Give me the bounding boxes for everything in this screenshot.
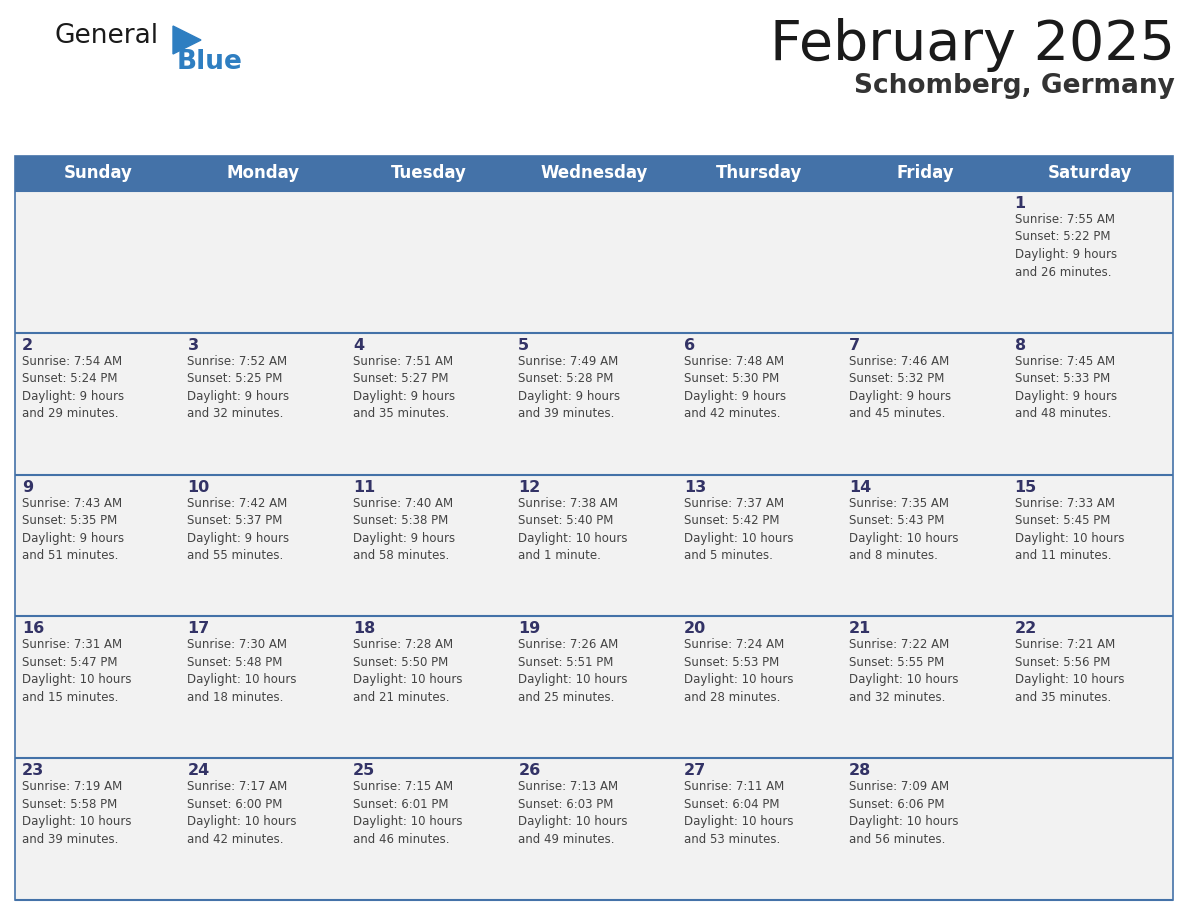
Text: Sunrise: 7:45 AM
Sunset: 5:33 PM
Daylight: 9 hours
and 48 minutes.: Sunrise: 7:45 AM Sunset: 5:33 PM Dayligh… [1015,354,1117,420]
Text: 28: 28 [849,763,871,778]
Text: Sunrise: 7:35 AM
Sunset: 5:43 PM
Daylight: 10 hours
and 8 minutes.: Sunrise: 7:35 AM Sunset: 5:43 PM Dayligh… [849,497,959,562]
Text: Blue: Blue [177,49,242,75]
Text: Sunrise: 7:38 AM
Sunset: 5:40 PM
Daylight: 10 hours
and 1 minute.: Sunrise: 7:38 AM Sunset: 5:40 PM Dayligh… [518,497,627,562]
Text: Sunrise: 7:54 AM
Sunset: 5:24 PM
Daylight: 9 hours
and 29 minutes.: Sunrise: 7:54 AM Sunset: 5:24 PM Dayligh… [23,354,124,420]
Text: Sunrise: 7:19 AM
Sunset: 5:58 PM
Daylight: 10 hours
and 39 minutes.: Sunrise: 7:19 AM Sunset: 5:58 PM Dayligh… [23,780,132,845]
Bar [15,333,1173,475]
Text: 24: 24 [188,763,209,778]
Text: 4: 4 [353,338,364,353]
Text: Sunrise: 7:48 AM
Sunset: 5:30 PM
Daylight: 9 hours
and 42 minutes.: Sunrise: 7:48 AM Sunset: 5:30 PM Dayligh… [684,354,785,420]
Text: Sunrise: 7:09 AM
Sunset: 6:06 PM
Daylight: 10 hours
and 56 minutes.: Sunrise: 7:09 AM Sunset: 6:06 PM Dayligh… [849,780,959,845]
Text: 21: 21 [849,621,871,636]
Text: 10: 10 [188,479,209,495]
Text: Sunrise: 7:26 AM
Sunset: 5:51 PM
Daylight: 10 hours
and 25 minutes.: Sunrise: 7:26 AM Sunset: 5:51 PM Dayligh… [518,638,627,704]
Text: 13: 13 [684,479,706,495]
Text: 16: 16 [23,621,44,636]
Text: Sunrise: 7:42 AM
Sunset: 5:37 PM
Daylight: 9 hours
and 55 minutes.: Sunrise: 7:42 AM Sunset: 5:37 PM Dayligh… [188,497,290,562]
Text: 17: 17 [188,621,209,636]
Text: Saturday: Saturday [1048,164,1132,183]
Bar [15,475,1173,616]
Text: Sunrise: 7:21 AM
Sunset: 5:56 PM
Daylight: 10 hours
and 35 minutes.: Sunrise: 7:21 AM Sunset: 5:56 PM Dayligh… [1015,638,1124,704]
Bar [15,156,1173,191]
Text: Sunrise: 7:49 AM
Sunset: 5:28 PM
Daylight: 9 hours
and 39 minutes.: Sunrise: 7:49 AM Sunset: 5:28 PM Dayligh… [518,354,620,420]
Text: 11: 11 [353,479,375,495]
Text: 3: 3 [188,338,198,353]
Text: 5: 5 [518,338,530,353]
Bar [15,156,1173,900]
Text: Sunrise: 7:13 AM
Sunset: 6:03 PM
Daylight: 10 hours
and 49 minutes.: Sunrise: 7:13 AM Sunset: 6:03 PM Dayligh… [518,780,627,845]
Text: 18: 18 [353,621,375,636]
Bar [15,616,1173,758]
Text: Sunrise: 7:33 AM
Sunset: 5:45 PM
Daylight: 10 hours
and 11 minutes.: Sunrise: 7:33 AM Sunset: 5:45 PM Dayligh… [1015,497,1124,562]
Text: 7: 7 [849,338,860,353]
Text: Tuesday: Tuesday [391,164,467,183]
Text: 1: 1 [1015,196,1025,211]
Text: Thursday: Thursday [716,164,803,183]
Text: 22: 22 [1015,621,1037,636]
Text: 9: 9 [23,479,33,495]
Text: February 2025: February 2025 [770,18,1175,72]
Text: Wednesday: Wednesday [541,164,647,183]
Text: 26: 26 [518,763,541,778]
Text: 20: 20 [684,621,706,636]
Text: Sunrise: 7:24 AM
Sunset: 5:53 PM
Daylight: 10 hours
and 28 minutes.: Sunrise: 7:24 AM Sunset: 5:53 PM Dayligh… [684,638,794,704]
Text: 12: 12 [518,479,541,495]
Text: Sunrise: 7:22 AM
Sunset: 5:55 PM
Daylight: 10 hours
and 32 minutes.: Sunrise: 7:22 AM Sunset: 5:55 PM Dayligh… [849,638,959,704]
Text: Schomberg, Germany: Schomberg, Germany [854,73,1175,99]
Polygon shape [173,26,201,54]
Text: 6: 6 [684,338,695,353]
Text: 2: 2 [23,338,33,353]
Text: Sunrise: 7:55 AM
Sunset: 5:22 PM
Daylight: 9 hours
and 26 minutes.: Sunrise: 7:55 AM Sunset: 5:22 PM Dayligh… [1015,213,1117,278]
Text: Sunrise: 7:37 AM
Sunset: 5:42 PM
Daylight: 10 hours
and 5 minutes.: Sunrise: 7:37 AM Sunset: 5:42 PM Dayligh… [684,497,794,562]
Text: 25: 25 [353,763,375,778]
Text: 8: 8 [1015,338,1025,353]
Text: Sunrise: 7:28 AM
Sunset: 5:50 PM
Daylight: 10 hours
and 21 minutes.: Sunrise: 7:28 AM Sunset: 5:50 PM Dayligh… [353,638,462,704]
Text: Sunrise: 7:43 AM
Sunset: 5:35 PM
Daylight: 9 hours
and 51 minutes.: Sunrise: 7:43 AM Sunset: 5:35 PM Dayligh… [23,497,124,562]
Bar [15,191,1173,333]
Text: Sunrise: 7:17 AM
Sunset: 6:00 PM
Daylight: 10 hours
and 42 minutes.: Sunrise: 7:17 AM Sunset: 6:00 PM Dayligh… [188,780,297,845]
Text: Sunrise: 7:46 AM
Sunset: 5:32 PM
Daylight: 9 hours
and 45 minutes.: Sunrise: 7:46 AM Sunset: 5:32 PM Dayligh… [849,354,952,420]
Text: Sunrise: 7:51 AM
Sunset: 5:27 PM
Daylight: 9 hours
and 35 minutes.: Sunrise: 7:51 AM Sunset: 5:27 PM Dayligh… [353,354,455,420]
Text: Monday: Monday [227,164,299,183]
Text: Sunrise: 7:31 AM
Sunset: 5:47 PM
Daylight: 10 hours
and 15 minutes.: Sunrise: 7:31 AM Sunset: 5:47 PM Dayligh… [23,638,132,704]
Text: 27: 27 [684,763,706,778]
Text: 15: 15 [1015,479,1037,495]
Text: 23: 23 [23,763,44,778]
Text: General: General [55,23,159,49]
Text: 19: 19 [518,621,541,636]
Text: Sunrise: 7:11 AM
Sunset: 6:04 PM
Daylight: 10 hours
and 53 minutes.: Sunrise: 7:11 AM Sunset: 6:04 PM Dayligh… [684,780,794,845]
Text: 14: 14 [849,479,871,495]
Text: Sunday: Sunday [63,164,132,183]
Text: Sunrise: 7:15 AM
Sunset: 6:01 PM
Daylight: 10 hours
and 46 minutes.: Sunrise: 7:15 AM Sunset: 6:01 PM Dayligh… [353,780,462,845]
Text: Sunrise: 7:30 AM
Sunset: 5:48 PM
Daylight: 10 hours
and 18 minutes.: Sunrise: 7:30 AM Sunset: 5:48 PM Dayligh… [188,638,297,704]
Text: Sunrise: 7:52 AM
Sunset: 5:25 PM
Daylight: 9 hours
and 32 minutes.: Sunrise: 7:52 AM Sunset: 5:25 PM Dayligh… [188,354,290,420]
Text: Friday: Friday [896,164,954,183]
Text: Sunrise: 7:40 AM
Sunset: 5:38 PM
Daylight: 9 hours
and 58 minutes.: Sunrise: 7:40 AM Sunset: 5:38 PM Dayligh… [353,497,455,562]
Bar [15,758,1173,900]
